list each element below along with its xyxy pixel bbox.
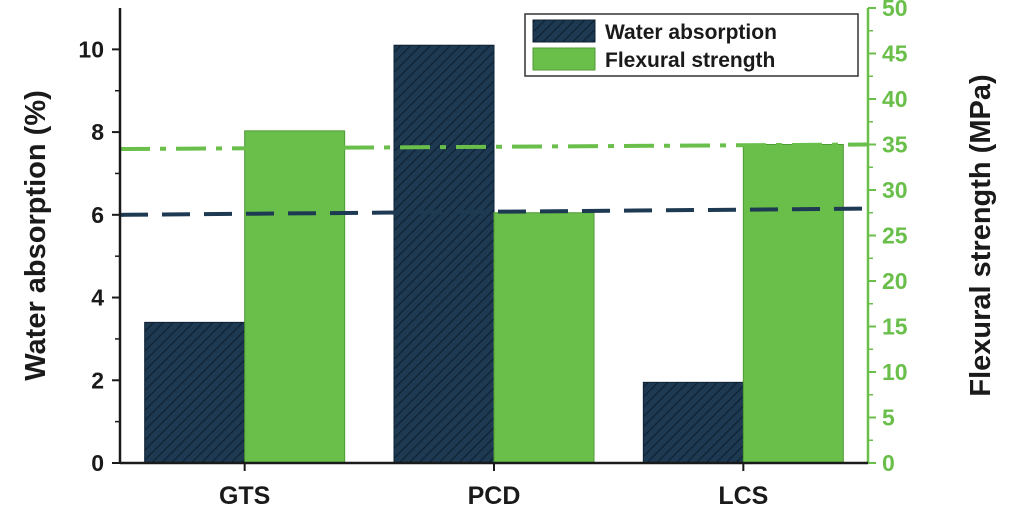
reference-line-right — [119, 142, 869, 152]
right-tick-label: 25 — [882, 223, 908, 249]
left-tick-label: 10 — [78, 36, 104, 62]
right-tick-label: 30 — [882, 177, 908, 203]
left-tick-label: 0 — [91, 450, 104, 476]
bar-flexural-strength-gts — [244, 130, 346, 464]
right-tick-label: 5 — [882, 405, 895, 431]
left-tick-label: 8 — [91, 119, 104, 145]
right-tick-label: 15 — [882, 314, 908, 340]
bar-flexural-strength-lcs — [742, 144, 844, 464]
left-tick-label: 4 — [91, 285, 104, 311]
legend-swatch-flexural-strength — [532, 47, 596, 71]
x-tick-label-pcd: PCD — [468, 482, 521, 510]
bar-water-absorption-lcs — [642, 381, 744, 464]
left-tick-label: 2 — [91, 367, 104, 393]
right-tick-label: 35 — [882, 132, 908, 158]
right-tick-label: 40 — [882, 86, 908, 112]
y-axis-title-right: Flexural strength (MPa) — [965, 74, 997, 396]
x-tick-label-lcs: LCS — [718, 482, 768, 510]
legend-label-flexural-strength: Flexural strength — [605, 49, 775, 72]
legend-swatch-water-absorption — [532, 19, 596, 43]
right-tick-label: 20 — [882, 268, 908, 294]
right-tick-label: 10 — [882, 359, 908, 385]
legend-label-water-absorption: Water absorption — [605, 21, 777, 44]
bar-water-absorption-pcd — [393, 44, 495, 464]
bar-water-absorption-gts — [144, 321, 246, 464]
right-tick-label: 0 — [882, 450, 895, 476]
right-tick-label: 45 — [882, 41, 908, 67]
y-axis-title-left: Water absorption (%) — [20, 90, 52, 381]
right-tick-label: 50 — [882, 0, 908, 21]
bar-flexural-strength-pcd — [493, 212, 595, 464]
x-tick-label-gts: GTS — [219, 482, 270, 510]
left-tick-label: 6 — [91, 202, 104, 228]
